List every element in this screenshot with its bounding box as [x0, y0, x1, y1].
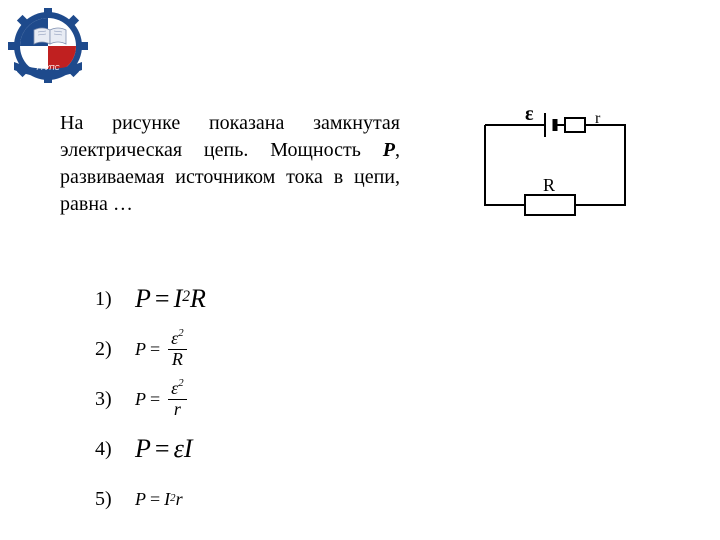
- answer-option-4: 4) P = εI: [95, 425, 206, 473]
- question-line1: На рисунке показана замкнутая: [60, 112, 400, 134]
- formula-5: P = I2r: [135, 489, 183, 510]
- formula-1: P = I2R: [135, 284, 206, 314]
- answer-option-1: 1) P = I2R: [95, 275, 206, 323]
- answer-option-3: 3) P = ε2 r: [95, 375, 206, 423]
- question-line2: электрическая цепь. Мощность: [60, 139, 361, 161]
- internal-r-label: r: [595, 110, 601, 127]
- question-p-symbol: P: [383, 139, 395, 161]
- formula-4: P = εI: [135, 434, 192, 464]
- formula-3: P = ε2 r: [135, 379, 187, 420]
- answer-num: 3): [95, 388, 135, 411]
- answer-option-2: 2) P = ε2 R: [95, 325, 206, 373]
- answer-num: 1): [95, 288, 135, 311]
- formula-2: P = ε2 R: [135, 329, 187, 370]
- svg-text:РГУПС: РГУПС: [36, 65, 60, 72]
- answer-num: 5): [95, 488, 135, 511]
- answer-list: 1) P = I2R 2) P = ε2 R 3) P = ε2 r: [95, 275, 206, 525]
- university-logo: РГУПС: [8, 8, 88, 88]
- answer-num: 2): [95, 338, 135, 361]
- load-r-label: R: [543, 175, 555, 195]
- question-text: На рисунке показана замкнутая электричес…: [60, 110, 400, 218]
- answer-num: 4): [95, 438, 135, 461]
- answer-option-5: 5) P = I2r: [95, 475, 206, 523]
- emf-label: ε: [525, 103, 534, 125]
- circuit-diagram: ε r R: [465, 95, 645, 240]
